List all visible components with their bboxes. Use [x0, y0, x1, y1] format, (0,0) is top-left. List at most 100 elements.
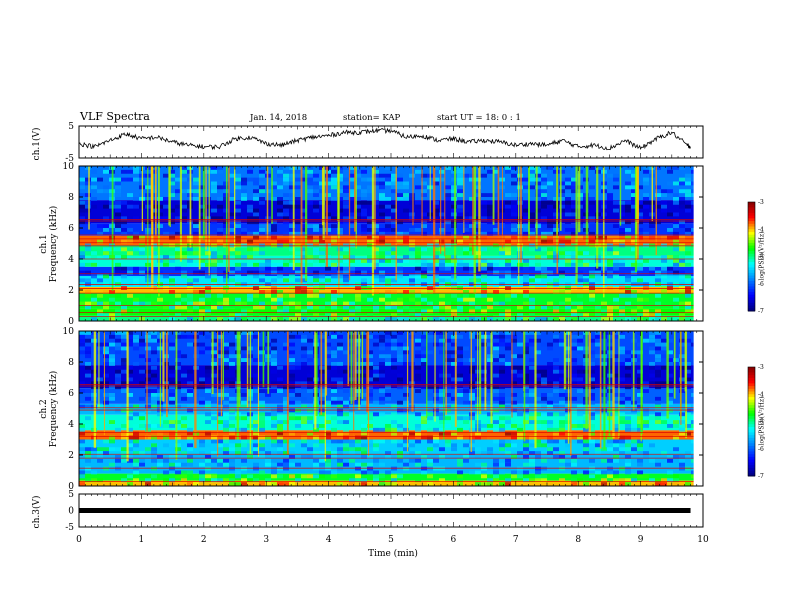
spectrum-cell	[511, 455, 517, 459]
spectrum-cell	[637, 301, 643, 306]
spectrum-cell	[571, 346, 577, 351]
spectrum-cell	[283, 365, 289, 370]
spectrum-cell	[121, 431, 127, 436]
spectrum-cell	[313, 435, 319, 440]
spectrum-cell	[241, 189, 247, 194]
spectrum-cell	[211, 274, 217, 279]
spectrum-cell	[529, 278, 535, 283]
spectrum-cell	[385, 354, 391, 359]
spectrum-cell	[523, 478, 529, 483]
spectrum-cell	[223, 439, 229, 444]
spectrum-cell	[487, 478, 493, 483]
sferic-spike	[238, 331, 241, 408]
spectrum-cell	[445, 231, 451, 236]
spectrum-cell	[223, 435, 229, 440]
spectrum-cell	[241, 317, 247, 321]
spectrum-cell	[493, 208, 499, 213]
spectrum-cell	[373, 369, 379, 374]
spectrum-cell	[175, 204, 181, 209]
spectrum-cell	[529, 478, 535, 483]
spectrum-cell	[343, 220, 349, 225]
spectrum-cell	[235, 482, 241, 486]
spectrum-cell	[403, 185, 409, 190]
spectrum-cell	[289, 197, 295, 201]
spectrum-cell	[271, 270, 277, 275]
spectrum-cell	[553, 290, 559, 294]
spectrum-cell	[415, 416, 421, 421]
spectrum-cell	[619, 334, 625, 339]
spectrum-cell	[535, 197, 541, 201]
spectrum-cell	[259, 435, 265, 440]
spectrum-cell	[397, 424, 403, 428]
spectrum-cell	[355, 297, 361, 302]
spectrum-cell	[559, 404, 565, 409]
sferic-spike	[559, 166, 562, 231]
spectrum-cell	[667, 424, 673, 428]
spectrum-cell	[319, 274, 325, 279]
spectrum-cell	[445, 301, 451, 306]
spectrum-cell	[403, 309, 409, 314]
spectrum-cell	[433, 412, 439, 417]
spectrum-cell	[235, 208, 241, 213]
spectrum-cell	[613, 274, 619, 279]
spectrum-cell	[433, 331, 439, 335]
spectrum-cell	[85, 404, 91, 409]
spectrum-cell	[391, 439, 397, 444]
spectrum-cell	[289, 278, 295, 283]
spectrum-cell	[115, 293, 121, 298]
spectrum-cell	[685, 274, 691, 279]
spectrum-cell	[451, 239, 457, 244]
spectrum-cell	[241, 427, 247, 432]
spectrum-cell	[163, 350, 169, 355]
spectrum-cell	[667, 266, 673, 271]
colorbar-cell	[748, 218, 755, 222]
spectrum-cell	[343, 373, 349, 378]
date-label: Jan. 14, 2018	[250, 113, 308, 123]
spectrum-cell	[223, 385, 229, 390]
spectrum-cell	[397, 342, 403, 347]
spectrum-cell	[199, 470, 205, 475]
spectrum-cell	[559, 251, 565, 256]
spectrum-cell	[565, 259, 571, 263]
spectrum-cell	[337, 212, 343, 217]
spectrum-cell	[619, 350, 625, 355]
spectrum-cell	[415, 377, 421, 382]
spectrum-cell	[253, 420, 259, 424]
spectrum-cell	[181, 389, 187, 393]
spectrum-cell	[355, 169, 361, 174]
spectrum-cell	[607, 262, 613, 267]
spectrum-cell	[589, 220, 595, 225]
sferic-spike	[602, 166, 605, 298]
spectrum-cell	[517, 266, 523, 271]
spectrum-cell	[475, 166, 481, 170]
spectrum-cell	[337, 362, 343, 366]
spectrum-cell	[385, 216, 391, 221]
spectrum-cell	[679, 247, 685, 252]
spectrum-cell	[127, 377, 133, 382]
spectrum-cell	[151, 447, 157, 452]
spectrum-cell	[385, 482, 391, 486]
spectrum-cell	[337, 270, 343, 275]
spectrum-cell	[625, 185, 631, 190]
spectrum-cell	[337, 220, 343, 225]
spectrum-cell	[157, 262, 163, 267]
spectrum-cell	[421, 317, 427, 321]
spectrum-cell	[421, 259, 427, 263]
spectrum-cell	[631, 424, 637, 428]
spectrum-cell	[313, 290, 319, 294]
spectrum-cell	[151, 208, 157, 213]
spectrum-cell	[517, 354, 523, 359]
spectrum-cell	[337, 189, 343, 194]
spectrum-cell	[325, 424, 331, 428]
spectrum-cell	[589, 239, 595, 244]
spectrum-cell	[595, 447, 601, 452]
spectrum-cell	[439, 239, 445, 244]
spectrum-cell	[613, 373, 619, 378]
spectrum-cell	[607, 193, 613, 197]
spectrum-cell	[457, 482, 463, 486]
spectrum-cell	[655, 482, 661, 486]
spectrum-cell	[505, 313, 511, 318]
spectrum-cell	[211, 362, 217, 366]
sferic-spike	[501, 166, 503, 249]
spectrum-cell	[379, 362, 385, 366]
